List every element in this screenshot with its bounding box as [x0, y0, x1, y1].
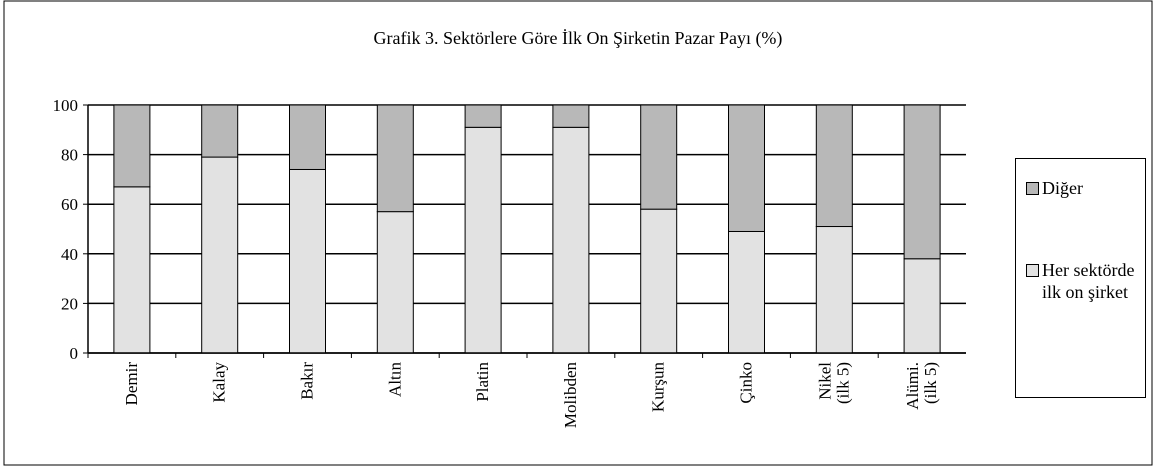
legend-swatch	[1026, 264, 1039, 277]
legend-label: Her sektörde ilk on şirket	[1042, 260, 1135, 302]
frame	[3, 0, 1153, 466]
bar	[552, 126, 590, 354]
x-tick-label: Kurşun	[649, 362, 668, 413]
y-tick-label: 40	[61, 245, 78, 264]
bar	[815, 104, 853, 228]
bar	[464, 126, 502, 354]
x-tick-label: Kalay	[210, 362, 229, 403]
x-tick-label: Molibden	[561, 362, 580, 429]
x-tick-label: Demir	[122, 362, 141, 406]
bar	[289, 168, 326, 354]
bar	[201, 104, 239, 158]
bar	[464, 104, 502, 128]
x-tick-label: Nikel(ilk 5)	[815, 362, 852, 404]
chart-title: Grafik 3. Sektörlere Göre İlk On Şirketi…	[374, 28, 783, 49]
bar	[113, 186, 151, 354]
bar	[728, 230, 765, 354]
y-tick-label: 0	[70, 344, 79, 363]
bar	[376, 104, 414, 213]
y-tick-label: 80	[61, 146, 78, 165]
y-tick-label: 20	[61, 294, 78, 313]
bar	[201, 156, 239, 354]
y-tick-label: 100	[53, 96, 79, 115]
x-tick-label: Alümi.(ilk 5)	[903, 362, 940, 410]
bar	[640, 104, 678, 210]
bar	[376, 211, 414, 354]
legend-item: Diğer	[1026, 177, 1139, 199]
bar	[640, 208, 678, 354]
legend-label: Diğer	[1042, 178, 1083, 198]
legend-swatch	[1026, 182, 1039, 195]
legend: Diğer Her sektörde ilk on şirket	[1015, 158, 1146, 398]
x-tick-label: Altın	[385, 362, 404, 397]
legend-item: Her sektörde ilk on şirket	[1026, 259, 1139, 303]
x-tick-label: Platin	[473, 362, 492, 402]
bar	[728, 104, 765, 232]
bar	[815, 226, 853, 354]
bar	[903, 258, 941, 354]
bar	[289, 104, 326, 170]
x-tick-label: Bakır	[298, 362, 317, 400]
bar	[113, 104, 151, 188]
y-tick-label: 60	[61, 195, 78, 214]
x-tick-label: Çinko	[737, 362, 756, 404]
bar	[903, 104, 941, 260]
bar	[552, 104, 590, 128]
